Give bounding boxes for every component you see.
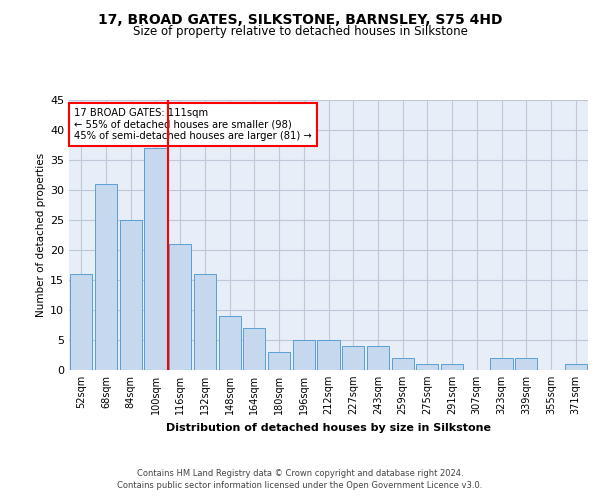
Bar <box>268 352 290 370</box>
Bar <box>441 364 463 370</box>
Bar <box>243 328 265 370</box>
Bar <box>416 364 439 370</box>
Text: Size of property relative to detached houses in Silkstone: Size of property relative to detached ho… <box>133 25 467 38</box>
Y-axis label: Number of detached properties: Number of detached properties <box>36 153 46 317</box>
Bar <box>367 346 389 370</box>
Text: Contains public sector information licensed under the Open Government Licence v3: Contains public sector information licen… <box>118 481 482 490</box>
Bar <box>317 340 340 370</box>
Bar <box>565 364 587 370</box>
Text: 17 BROAD GATES: 111sqm
← 55% of detached houses are smaller (98)
45% of semi-det: 17 BROAD GATES: 111sqm ← 55% of detached… <box>74 108 312 142</box>
Bar <box>392 358 414 370</box>
X-axis label: Distribution of detached houses by size in Silkstone: Distribution of detached houses by size … <box>166 422 491 432</box>
Bar <box>194 274 216 370</box>
Bar <box>515 358 538 370</box>
Bar <box>119 220 142 370</box>
Text: Contains HM Land Registry data © Crown copyright and database right 2024.: Contains HM Land Registry data © Crown c… <box>137 468 463 477</box>
Bar <box>293 340 315 370</box>
Bar <box>218 316 241 370</box>
Bar <box>70 274 92 370</box>
Bar <box>95 184 117 370</box>
Bar <box>169 244 191 370</box>
Bar <box>490 358 512 370</box>
Bar <box>145 148 167 370</box>
Bar <box>342 346 364 370</box>
Text: 17, BROAD GATES, SILKSTONE, BARNSLEY, S75 4HD: 17, BROAD GATES, SILKSTONE, BARNSLEY, S7… <box>98 12 502 26</box>
